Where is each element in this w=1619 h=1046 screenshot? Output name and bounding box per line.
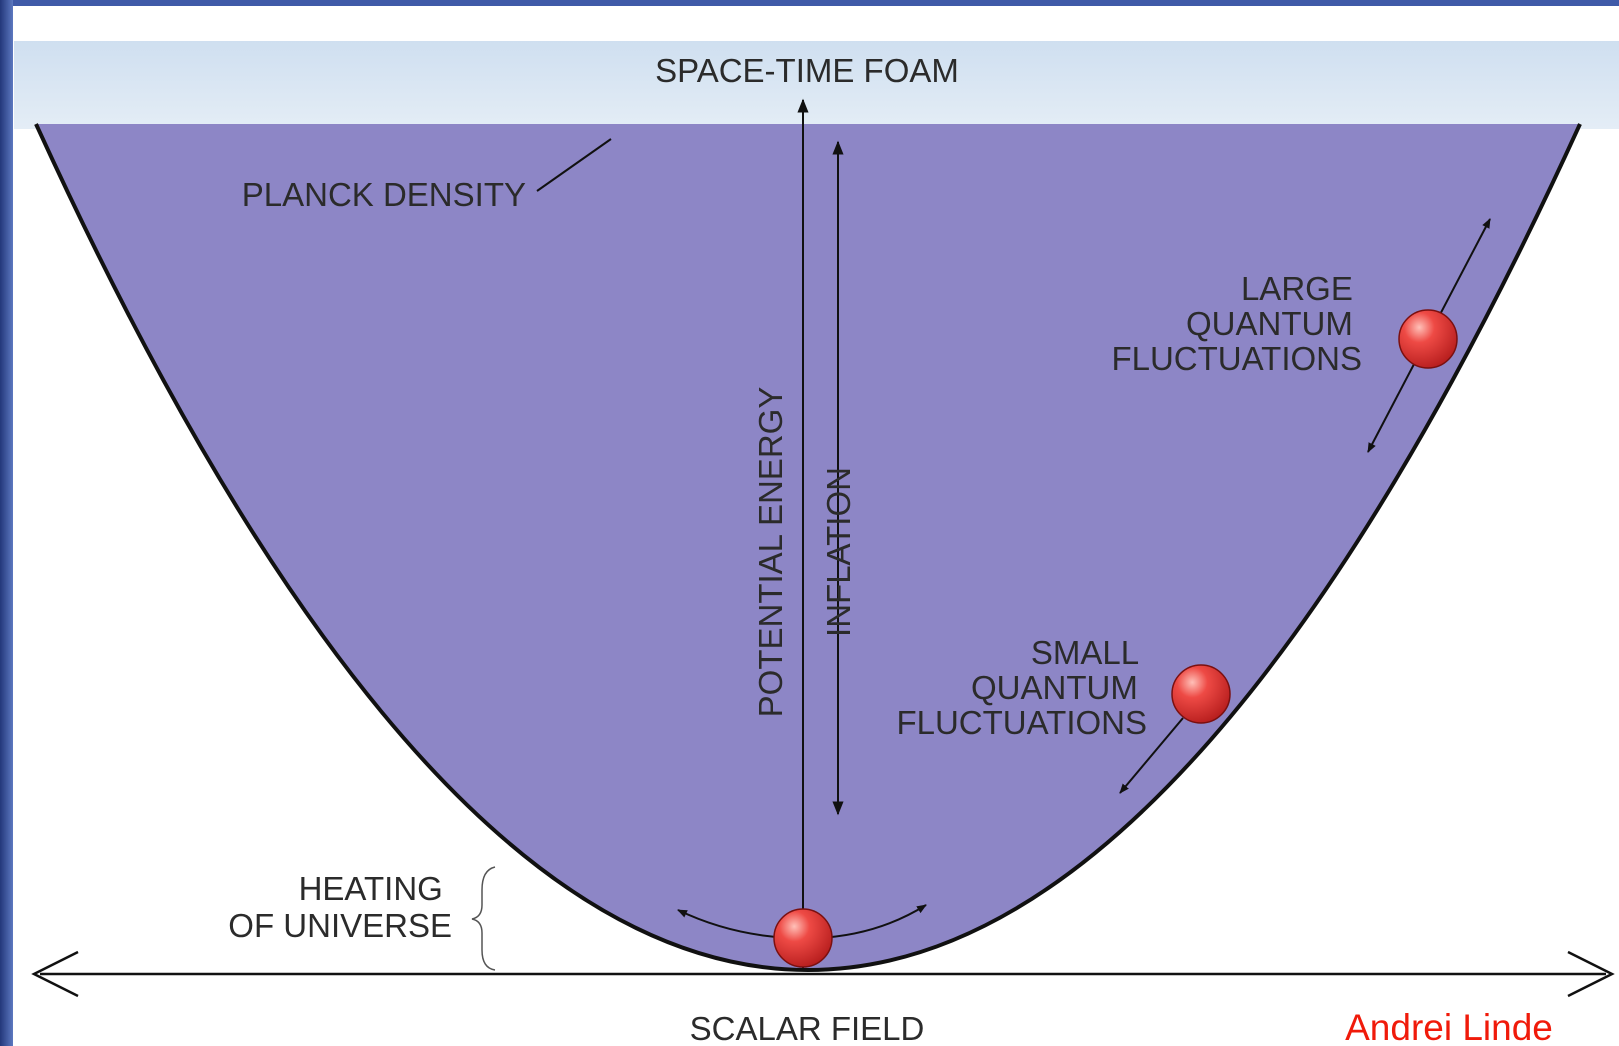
label-line: HEATING <box>299 870 443 907</box>
top-edge <box>0 0 1619 6</box>
ball <box>1399 310 1457 368</box>
energy-label: POTENTIAL ENERGY <box>752 387 789 718</box>
ball <box>1172 665 1230 723</box>
diagram: SPACE-TIME FOAM PLANCK DENSITY LARGE QUA… <box>0 0 1619 1046</box>
label-line: FLUCTUATIONS <box>1111 340 1362 377</box>
label-line: QUANTUM <box>971 669 1138 706</box>
inflation-label: INFLATION <box>820 467 857 637</box>
brace <box>472 867 495 970</box>
heating-label: HEATING OF UNIVERSE <box>228 870 452 944</box>
planck-label: PLANCK DENSITY <box>242 176 526 213</box>
credit: Andrei Linde <box>1345 1007 1553 1046</box>
x-axis-label: SCALAR FIELD <box>690 1010 925 1046</box>
title: SPACE-TIME FOAM <box>655 52 959 89</box>
label-line: SMALL <box>1031 634 1139 671</box>
left-edge <box>0 0 13 1046</box>
label-line: OF UNIVERSE <box>228 907 452 944</box>
label-line: LARGE <box>1241 270 1353 307</box>
label-line: QUANTUM <box>1186 305 1353 342</box>
ball <box>774 909 832 967</box>
label-line: FLUCTUATIONS <box>896 704 1147 741</box>
potential-well <box>36 124 1580 970</box>
